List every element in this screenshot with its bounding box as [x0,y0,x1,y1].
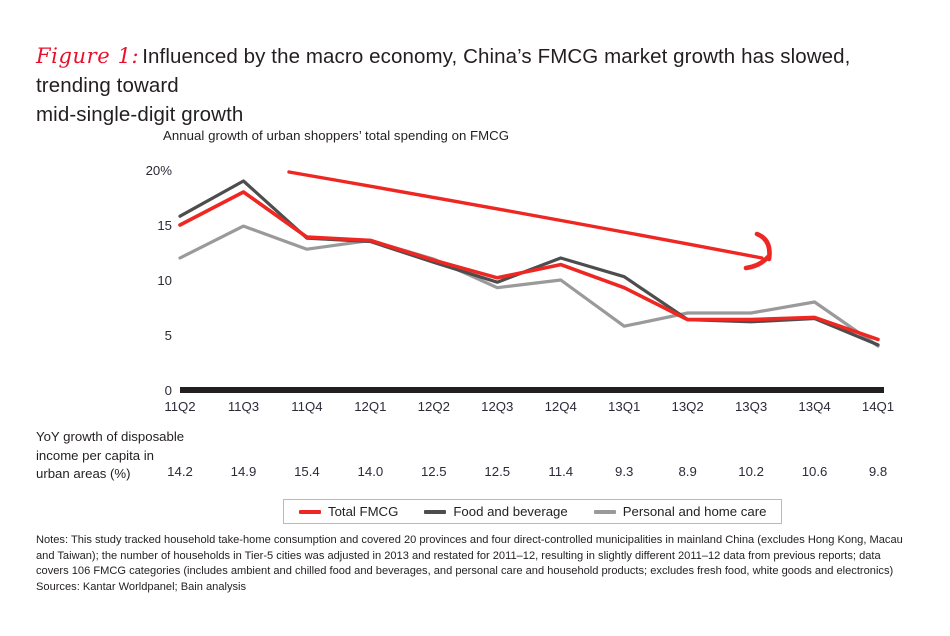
income-value: 14.0 [357,464,384,479]
notes-line-2: and Taiwan); the number of households in… [36,549,881,562]
legend-swatch-icon [593,509,616,514]
income-value: 12.5 [420,464,447,479]
chart-series-layer [178,179,880,348]
x-tick-label: 13Q4 [798,399,830,414]
title-text-1: Influenced by the macro economy, China’s… [36,45,851,97]
income-value: 11.4 [548,464,574,479]
x-tick-label: 12Q3 [481,399,513,414]
page-title: Figure 1: Influenced by the macro economy… [36,42,916,129]
trend-arrow-icon [287,170,772,271]
income-label-line-3: urban areas (%) [36,466,131,481]
income-value: 15.4 [294,464,320,479]
legend-swatch-icon [424,509,447,514]
income-value: 10.2 [738,464,764,479]
x-tick-label: 11Q3 [228,399,259,414]
notes-line-3: covers 106 FMCG categories (includes amb… [36,565,894,578]
x-tick-label: 12Q1 [354,399,386,414]
series-line [178,190,880,342]
chart-legend: Total FMCG Food and beverage Personal and … [283,499,783,524]
x-tick-label: 13Q2 [672,399,704,414]
y-axis-tick-labels: 0 5 10 15 20% [146,163,173,398]
income-value-row: 14.2 14.9 15.4 14.0 12.5 12.5 11.4 9.3 8.9 10.2 10… [0,464,950,484]
notes-line-4: Sources: Kantar Worldpanel; Bain analysi… [36,580,247,593]
y-tick-label: 20% [146,163,173,178]
x-tick-label: 12Q4 [545,399,577,414]
legend-item: Personal and home care [593,504,767,519]
income-value: 14.9 [230,464,257,479]
income-value: 10.6 [801,464,828,479]
figure-label: Figure 1: [36,44,140,68]
title-line-1: Figure 1: Influenced by the macro economy… [36,42,916,100]
y-tick-label: 10 [157,273,172,288]
x-axis-tick-labels: 11Q2 11Q3 11Q4 12Q1 12Q2 12Q3 12Q4 13Q1 13Q2 13Q3… [164,399,894,414]
x-tick-label: 13Q1 [608,399,640,414]
income-label-line-2: income per capita in [36,447,155,463]
income-label-line-1: YoY growth of disposable [36,429,185,444]
notes-line-1: Notes: This study tracked household take… [36,534,903,546]
y-tick-label: 0 [165,383,172,398]
notes-block: Notes: This study tracked household take… [36,533,926,595]
legend-label: Personal and home care [622,504,767,519]
legend-label: Food and beverage [453,504,568,519]
title-line-2: mid-single-digit growth [36,103,244,126]
line-chart: 0 5 10 15 20% 11Q2 11Q3 11Q4 12Q1 12Q2 12Q3 12Q4 13… [146,163,895,414]
series-line [178,224,880,348]
x-tick-label: 11Q2 [164,399,195,414]
legend-item: Total FMCG [299,504,398,519]
income-value: 8.9 [678,464,697,479]
income-value: 12.5 [484,464,511,479]
x-tick-label: 11Q4 [291,399,322,414]
income-value: 9.3 [615,464,634,479]
legend-swatch-icon [299,509,321,514]
x-tick-label: 12Q2 [418,399,450,414]
income-row-label: YoY growth of disposable income per capi… [36,428,216,484]
x-tick-label: 13Q3 [735,399,767,414]
legend-label: Total FMCG [328,504,399,519]
x-tick-label: 14Q1 [862,399,894,414]
legend-item: Food and beverage [424,504,568,519]
y-tick-label: 5 [165,328,172,343]
income-value: 9.8 [868,464,888,479]
income-value: 14.2 [167,464,193,479]
chart-caption: Annual growth of urban shoppers’ total s… [163,128,510,143]
y-tick-label: 15 [157,218,172,233]
